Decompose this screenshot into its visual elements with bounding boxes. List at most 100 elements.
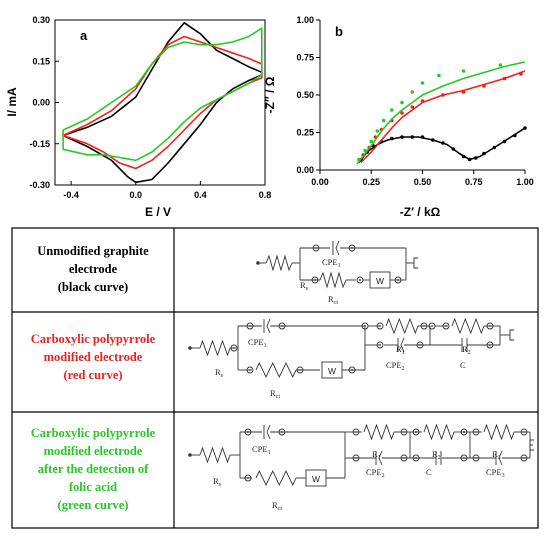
nyquist-x-tick-label: 0.50 xyxy=(414,177,432,187)
nyquist-fit-black xyxy=(358,127,526,163)
circuit-diagram-unmodified: Rs CPE1 Rct W xyxy=(256,240,418,306)
circuit-node xyxy=(400,454,408,462)
circuit-node-dot xyxy=(281,431,283,433)
circuit2-rs-label: Rs xyxy=(215,367,224,379)
cv-x-tick-label: 0.4 xyxy=(194,190,207,200)
circuit-node xyxy=(244,474,252,482)
circuit1-rct-label: Rct xyxy=(328,294,338,306)
circuit-node xyxy=(278,322,286,330)
circuit3-r3-resistor xyxy=(483,423,515,441)
nyquist-fit-red xyxy=(360,70,526,164)
circuit-node xyxy=(296,366,304,374)
cv-panel: a E / V I/ mA -0.4 0.0 0.4 0.80.300.150.00-… xyxy=(5,15,271,219)
row3-label-line2: modified electrode xyxy=(44,444,143,458)
cv-plot-frame xyxy=(54,19,266,186)
circuit-node xyxy=(442,322,450,330)
circuit-node-dot xyxy=(523,431,525,433)
circuit-node xyxy=(460,454,468,462)
circuit-node xyxy=(244,428,252,436)
cv-curve-red xyxy=(62,35,263,170)
circuit2-c-label: C xyxy=(460,360,466,370)
circuit1-rs-resistor xyxy=(265,254,293,272)
nyquist-point-green xyxy=(410,90,415,94)
nyquist-x-tick-label: 0.25 xyxy=(362,177,380,187)
circuit1-cpe1-label: CPE1 xyxy=(322,257,341,269)
circuit3-c-label: C xyxy=(426,467,432,477)
nyquist-point-red xyxy=(502,76,507,81)
circuit2-output-terminal xyxy=(509,329,514,341)
nyquist-ticks: 0.00 0.00 0.25 0.25 0.50 0.50 0.75 0.75 1.00 1.00 xyxy=(296,15,533,187)
circuit3-rs-resistor xyxy=(199,446,231,464)
circuit3-r2-label: R2 xyxy=(432,449,441,461)
circuit3-output-terminal xyxy=(529,439,534,451)
nyquist-point-red xyxy=(420,99,425,103)
nyquist-point-red xyxy=(461,90,466,94)
circuit1-cpe1-plate2 xyxy=(335,240,340,256)
circuit2-rs-resistor xyxy=(199,339,231,357)
nyquist-panel-label: b xyxy=(335,24,343,39)
circuit3-cpe1-label: CPE1 xyxy=(252,444,271,456)
circuit1-rct-resistor xyxy=(319,271,347,289)
circuit2-r1-label: R1 xyxy=(396,344,405,356)
cv-y-tick-label: -0.30 xyxy=(29,180,50,190)
circuit-node-dot xyxy=(419,344,421,346)
nyquist-point-black xyxy=(474,156,478,160)
cv-y-tick-label: 0.30 xyxy=(32,15,50,25)
nyquist-point-green xyxy=(437,73,441,78)
row1-label-line1: Unmodified graphite xyxy=(37,244,149,258)
nyquist-curves xyxy=(356,61,527,165)
table-border xyxy=(11,227,539,529)
row3-label-line5: (green curve) xyxy=(58,498,129,512)
nyquist-point-black xyxy=(523,126,527,130)
circuit2-input-terminal xyxy=(188,346,192,350)
nyquist-x-tick-label: 0.00 xyxy=(311,177,329,187)
nyquist-point-green xyxy=(369,139,374,144)
nyquist-point-black xyxy=(420,135,425,139)
circuit1-warburg-label: W xyxy=(376,276,384,286)
nyquist-point-black xyxy=(410,135,415,139)
cv-curve-black xyxy=(62,21,263,184)
nyquist-point-red xyxy=(410,105,415,109)
circuit1-rs-label: Rs xyxy=(300,280,309,292)
nyquist-panel: b -Z′ / kΩ -Z″ / Ω 0.000.000.250.250.500… xyxy=(263,15,534,219)
circuit-node xyxy=(278,428,286,436)
nyquist-point-green xyxy=(498,63,503,67)
cv-x-axis-label: E / V xyxy=(145,205,171,219)
circuit-node xyxy=(246,322,254,330)
nyquist-point-green xyxy=(357,157,361,162)
circuit3-warburg-box-label: W xyxy=(312,474,320,484)
nyquist-y-tick-label: 1.00 xyxy=(296,15,314,25)
circuit2-cpe1-plate2 xyxy=(266,318,271,334)
circuit-node-dot xyxy=(364,325,366,327)
circuit2-r2-label: R2 xyxy=(462,344,471,356)
circuit3-cpe1-plate2 xyxy=(266,424,271,440)
nyquist-point-black xyxy=(451,147,456,151)
nyquist-point-green xyxy=(420,81,425,85)
circuit1-input-terminal xyxy=(256,261,260,265)
nyquist-point-black xyxy=(441,141,445,145)
circuit2-rct-resistor xyxy=(255,361,297,379)
nyquist-point-black xyxy=(482,151,486,156)
row1-label-line2: electrode xyxy=(69,262,118,276)
circuit3-r1-resistor xyxy=(363,423,395,441)
circuit-node xyxy=(460,428,468,436)
circuit-node xyxy=(230,344,238,352)
nyquist-y-axis-label: -Z″ / Ω xyxy=(263,76,277,113)
circuit3-cpe3-plate2 xyxy=(498,450,503,466)
row3-label-line4: folic acid xyxy=(69,480,117,494)
row2-label-line1: Carboxylic polypyrrole xyxy=(31,332,156,346)
cv-y-tick-label: -0.15 xyxy=(29,139,50,149)
circuit-node-dot xyxy=(423,325,425,327)
nyquist-point-black xyxy=(467,157,472,162)
circuit-node-dot xyxy=(299,369,301,371)
nyquist-y-tick-label: 0.50 xyxy=(296,90,314,100)
row2-label-line3: (red curve) xyxy=(63,368,122,382)
cv-y-axis-label: I/ mA xyxy=(5,87,19,117)
nyquist-y-tick-label: 0.25 xyxy=(296,128,314,138)
cv-curves xyxy=(62,21,263,184)
cv-x-tick-label: 0.0 xyxy=(130,190,143,200)
nyquist-x-tick-label: 1.00 xyxy=(516,177,534,187)
cv-x-tick-label: -0.4 xyxy=(63,190,79,200)
